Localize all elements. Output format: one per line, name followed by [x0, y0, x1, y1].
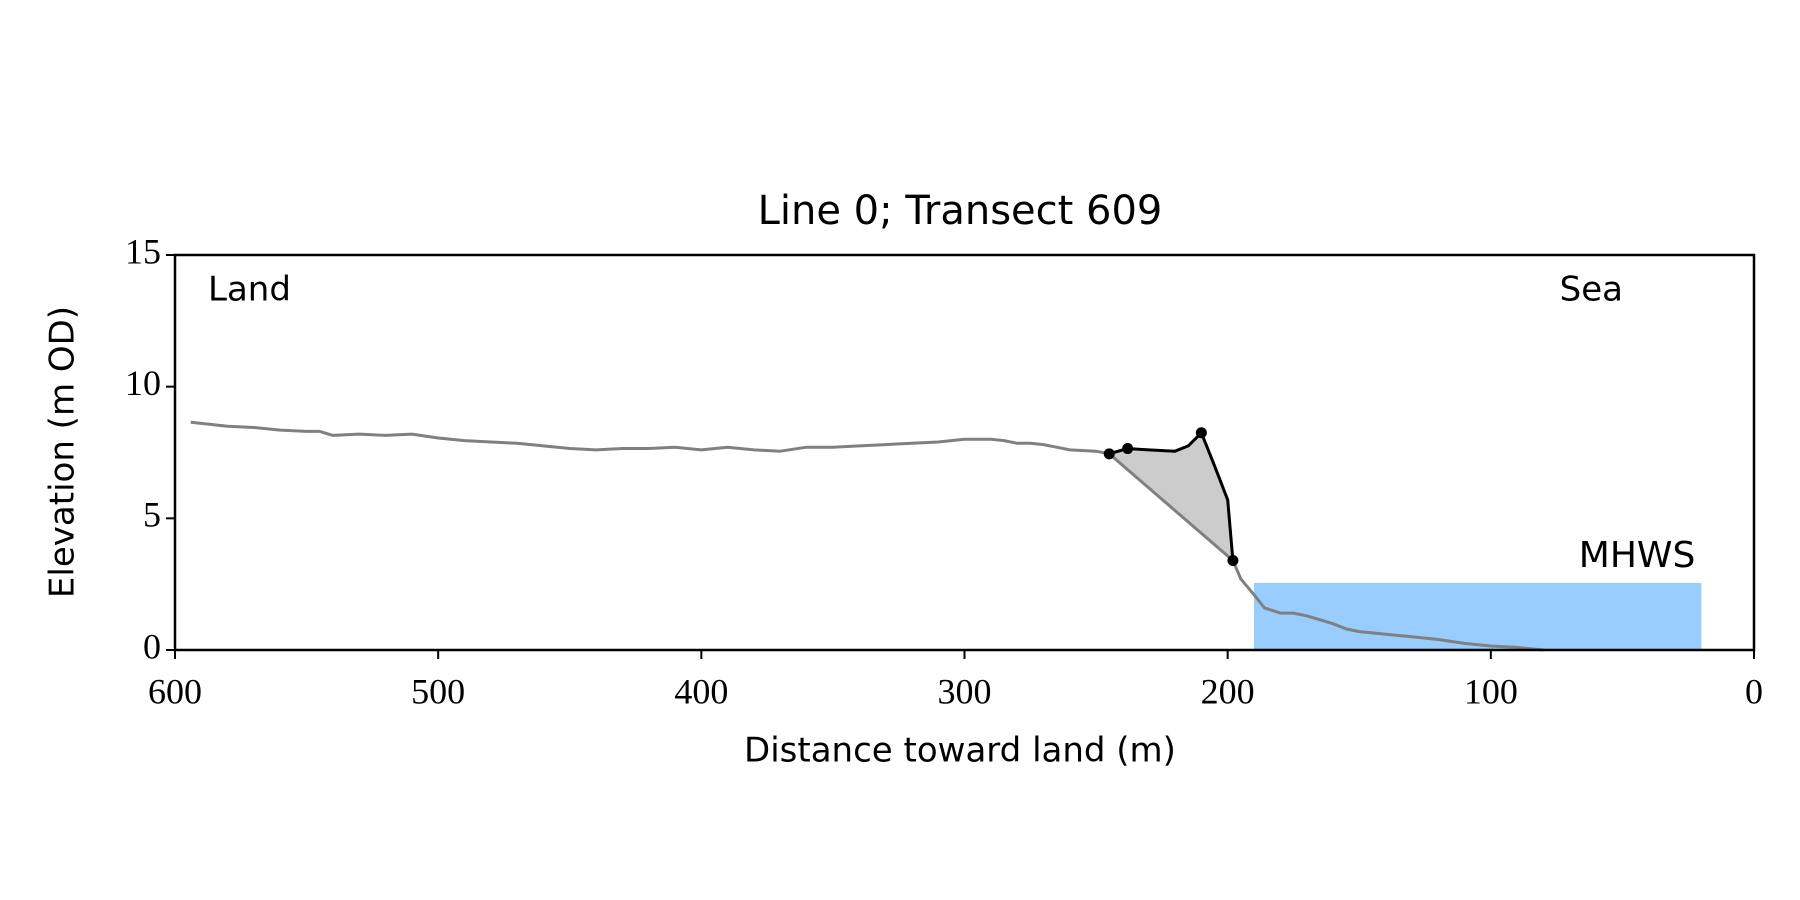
x-axis-label: Distance toward land (m)	[744, 731, 1176, 771]
y-tick-label: 0	[143, 626, 161, 666]
cliff-point	[1122, 443, 1134, 455]
mhws-label: MHWS	[1579, 535, 1696, 576]
cliff-area	[1109, 432, 1233, 561]
y-tick-label: 15	[125, 231, 161, 271]
y-axis-label: Elevation (m OD)	[43, 306, 83, 598]
y-tick-label: 10	[125, 363, 161, 403]
chart-title: Line 0; Transect 609	[758, 188, 1163, 234]
cliff-point	[1195, 427, 1207, 439]
cliff-point	[1103, 448, 1115, 460]
mhws-band	[1253, 582, 1702, 650]
x-tick-label: 300	[938, 671, 992, 711]
profile-line	[190, 420, 1544, 652]
cliff-point	[1227, 554, 1239, 566]
x-tick-label: 600	[148, 671, 202, 711]
x-tick-label: 0	[1745, 671, 1763, 711]
x-tick-label: 200	[1201, 671, 1255, 711]
x-tick-label: 500	[411, 671, 465, 711]
annotation: Sea	[1560, 270, 1623, 310]
cliff-line	[1108, 431, 1235, 561]
x-tick-label: 400	[674, 671, 728, 711]
annotation: Land	[208, 270, 291, 310]
y-tick-label: 5	[143, 495, 161, 535]
x-tick-label: 100	[1464, 671, 1518, 711]
